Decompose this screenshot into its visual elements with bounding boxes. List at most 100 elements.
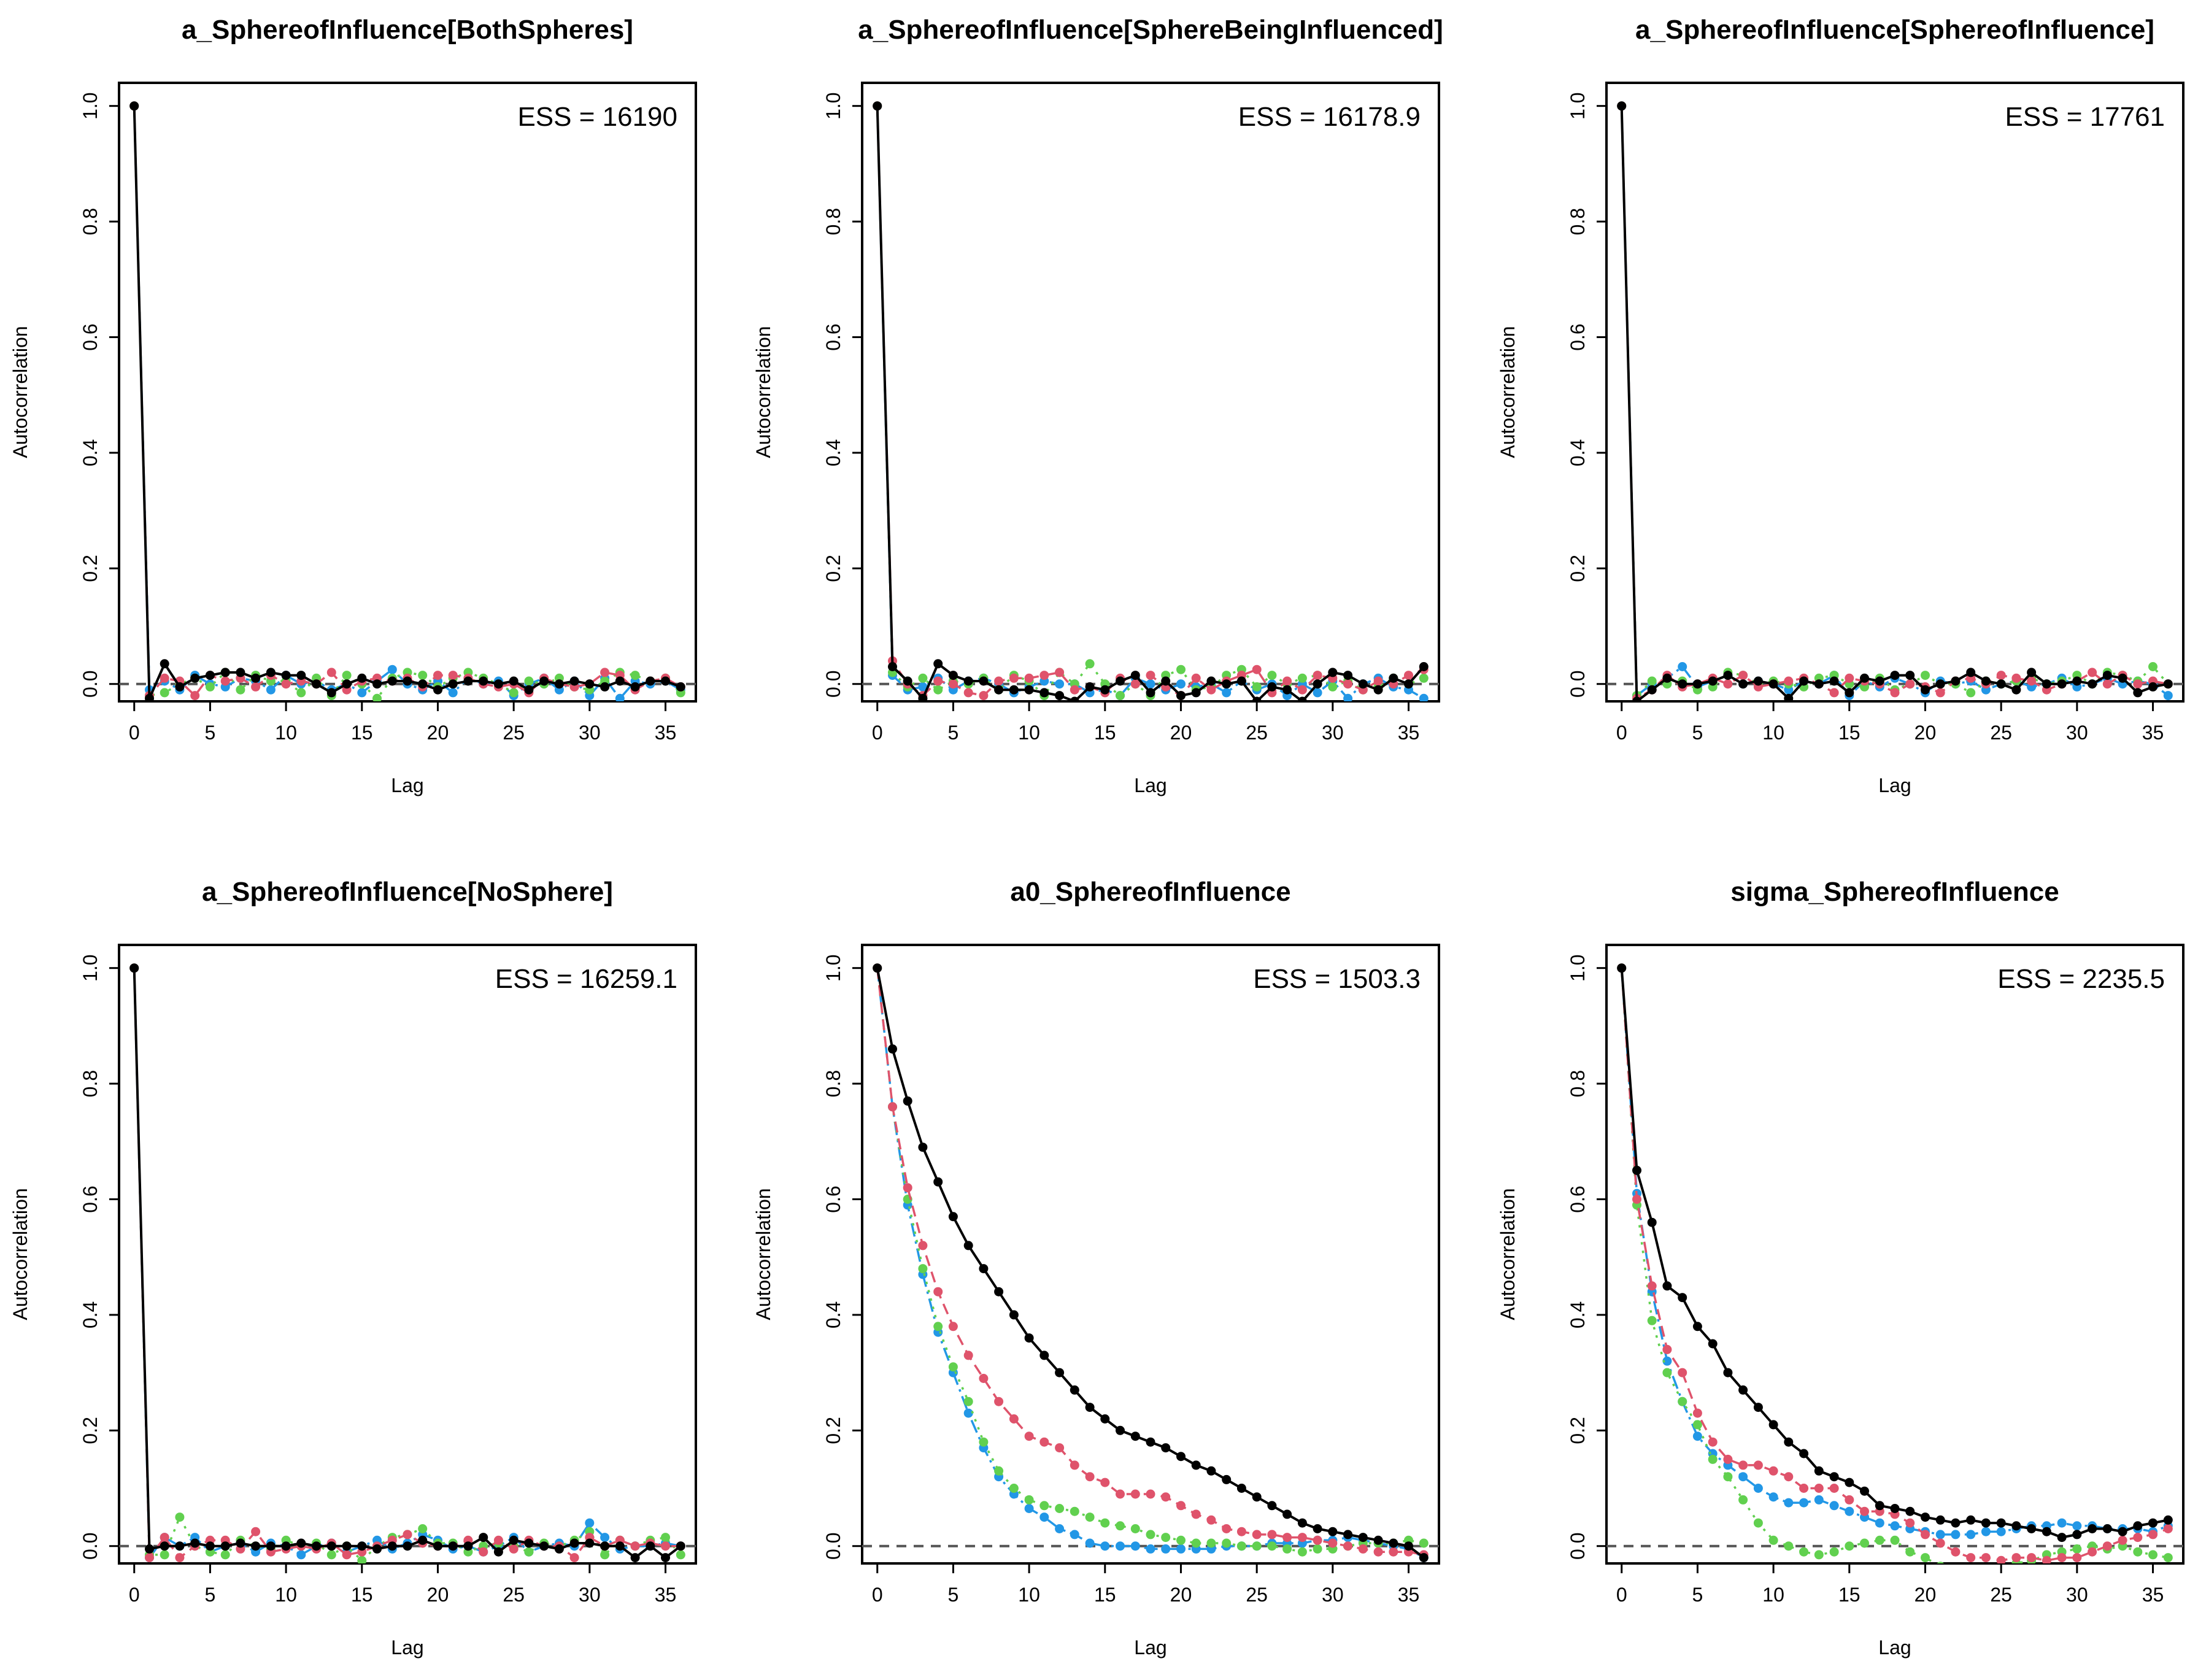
data-point [933,1177,943,1187]
series-group [129,963,685,1563]
data-point [1236,1527,1246,1536]
y-tick-label: 0.4 [1567,1301,1589,1328]
data-point [1130,1541,1140,1551]
data-point [933,1322,943,1331]
data-point [281,671,291,680]
x-axis-label: Lag [1134,774,1166,796]
data-point [1921,1530,1930,1539]
data-point [2057,1553,2067,1563]
data-point [463,1541,473,1551]
data-point [1814,1550,1824,1560]
data-point [160,1533,169,1543]
data-point [646,676,655,686]
y-tick-label: 0.0 [1567,1532,1589,1559]
data-point [1267,1541,1277,1551]
x-tick-label: 10 [1018,722,1040,744]
data-point [1935,679,1945,689]
data-point [357,673,367,683]
series-line [876,106,1424,698]
data-point [2118,673,2127,683]
data-point [418,1524,428,1533]
data-point [433,685,442,695]
data-point [1206,685,1216,695]
data-point [1297,1547,1307,1557]
data-point [281,1541,291,1551]
y-tick-label: 1.0 [1567,954,1589,981]
data-point [933,1287,943,1297]
data-point [948,1362,958,1372]
data-point [175,1553,185,1563]
data-point [1890,671,1900,680]
x-tick-label: 0 [129,722,140,744]
data-point [554,679,564,689]
data-point [1176,1452,1186,1462]
data-point [2042,679,2051,689]
data-point [1252,665,1262,674]
data-point [994,676,1004,686]
data-point [1753,676,1763,686]
ess-annotation: ESS = 16178.9 [1238,102,1421,132]
data-point [1222,679,1232,689]
x-axis-label: Lag [391,1636,423,1659]
data-point [1055,1504,1065,1513]
data-point [1161,1533,1171,1543]
x-tick-label: 0 [129,1584,140,1606]
data-point [236,685,245,695]
data-point [2011,1521,2021,1531]
data-point [1313,679,1322,689]
data-point [1814,1484,1824,1493]
data-point [1860,1538,1869,1548]
data-point [1845,1541,1854,1551]
data-point [1723,1368,1733,1378]
data-point [918,673,928,683]
data-point [448,1541,458,1551]
data-point [1146,671,1155,680]
y-tick-label: 0.8 [822,208,844,235]
data-point [145,693,154,701]
data-point [220,668,230,677]
y-axis-label: Autocorrelation [1497,1188,1519,1320]
data-point [524,676,534,686]
data-point [1282,1509,1292,1519]
x-axis-label: Lag [1878,1636,1911,1659]
y-tick-label: 0.4 [822,439,844,466]
data-point [615,693,625,701]
data-point [1404,679,1413,689]
data-point [418,1535,428,1545]
data-point [1921,1512,1930,1522]
data-point [448,679,458,689]
data-point [2163,691,2173,701]
data-point [873,101,882,111]
data-point [600,1541,610,1551]
data-point [1921,1553,1930,1563]
data-point [1723,1472,1733,1482]
ess-annotation: ESS = 17761 [2005,102,2165,132]
data-point [1176,665,1186,674]
data-point [1647,685,1657,695]
data-point [1829,1547,1839,1557]
data-point [160,673,169,683]
data-point [2163,679,2173,689]
series-line [133,106,682,700]
data-point [615,676,625,686]
data-point [979,1437,989,1447]
data-point [1055,668,1065,677]
data-point [1100,1478,1110,1487]
data-point [1055,1443,1065,1453]
data-point [1935,1515,1945,1525]
x-tick-label: 5 [205,722,216,744]
data-point [1039,1501,1049,1511]
data-point [1252,1541,1262,1551]
data-point [569,676,579,686]
data-point [418,679,428,689]
y-tick-label: 0.2 [1567,1417,1589,1444]
y-axis-label: Autocorrelation [9,1188,31,1320]
data-point [342,671,352,680]
data-point [1191,1538,1201,1548]
data-point [1738,1460,1748,1470]
data-point [1024,1495,1034,1505]
data-point [1146,1544,1155,1554]
data-point [1343,693,1353,701]
chart-title: sigma_SphereofInfluence [1730,877,2059,907]
data-point [1070,1530,1079,1539]
